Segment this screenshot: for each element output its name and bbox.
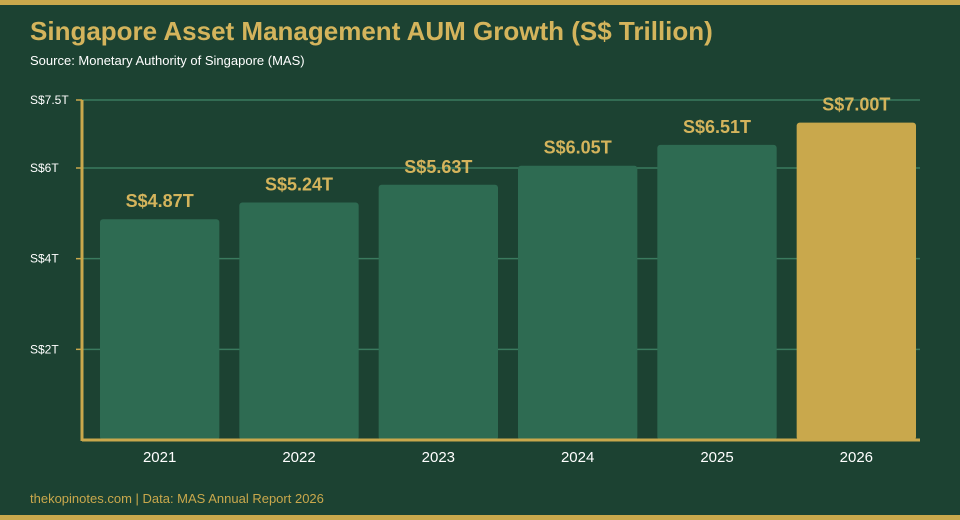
bar-2025 — [657, 144, 777, 440]
top-accent-stripe — [0, 0, 960, 5]
data-label: S$5.24T — [265, 174, 333, 194]
bar-2021 — [100, 219, 220, 440]
bar-2023 — [378, 184, 498, 440]
bar-2026 — [796, 122, 916, 441]
y-tick-label: S$4T — [30, 252, 59, 266]
x-tick-label: 2025 — [700, 449, 733, 466]
data-label: S$4.87T — [126, 191, 194, 211]
data-label: S$6.05T — [544, 138, 612, 158]
footer-credit: thekopinotes.com | Data: MAS Annual Repo… — [30, 491, 324, 506]
bottom-accent-stripe — [0, 515, 960, 520]
x-tick-label: 2024 — [561, 449, 594, 466]
x-tick-label: 2023 — [422, 449, 455, 466]
data-label: S$5.63T — [404, 157, 472, 177]
x-tick-label: 2026 — [840, 449, 873, 466]
y-tick-label: S$2T — [30, 342, 59, 356]
y-tick-label: S$6T — [30, 161, 59, 175]
x-tick-label: 2021 — [143, 449, 176, 466]
x-tick-label: 2022 — [282, 449, 315, 466]
chart-source: Source: Monetary Authority of Singapore … — [30, 53, 305, 68]
bar-2022 — [239, 202, 359, 440]
data-label: S$7.00T — [822, 95, 890, 115]
chart-title: Singapore Asset Management AUM Growth (S… — [30, 16, 713, 46]
bar-2024 — [518, 165, 638, 440]
data-label: S$6.51T — [683, 117, 751, 137]
y-tick-label: S$7.5T — [30, 93, 69, 107]
